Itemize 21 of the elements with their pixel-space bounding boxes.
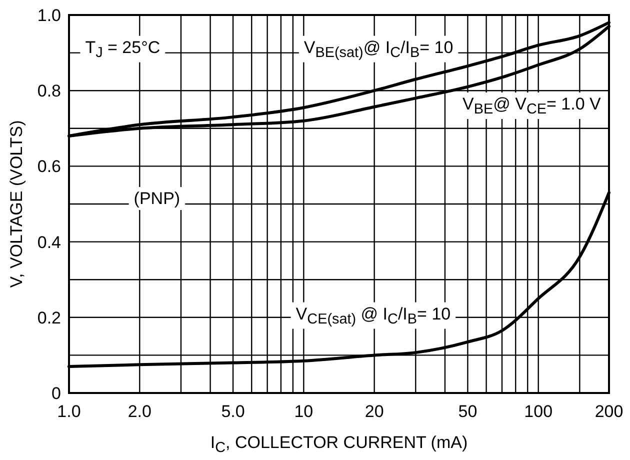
series-label: V$_{BE(sat)}$@ I$_{C}$/I$_{B}$= 10 bbox=[304, 38, 454, 60]
x-tick-label: 10 bbox=[294, 402, 314, 421]
y-tick-label: 0 bbox=[52, 384, 61, 403]
y-tick-label: 0.4 bbox=[37, 232, 61, 252]
y-tick-label: 0.6 bbox=[37, 157, 61, 176]
x-tick-label: 20 bbox=[364, 402, 384, 421]
y-tick-label: 1.0 bbox=[37, 6, 61, 25]
x-tick-label: 200 bbox=[594, 402, 624, 421]
x-tick-label: 100 bbox=[524, 402, 553, 421]
annotation: (PNP) bbox=[134, 189, 180, 208]
x-axis-title: I$_{C}$, COLLECTOR CURRENT (mA) bbox=[210, 433, 468, 456]
x-tick-label: 1.0 bbox=[57, 402, 81, 421]
annotation: T$_{J}$ = 25°C bbox=[85, 38, 160, 60]
x-tick-label: 2.0 bbox=[128, 402, 152, 421]
y-tick-label: 0.8 bbox=[37, 82, 61, 101]
y-tick-label: 0.2 bbox=[37, 308, 61, 328]
x-tick-label: 5.0 bbox=[221, 402, 245, 421]
series-label: V$_{CE(sat)}$ @ I$_{C}$/I$_{B}$= 10 bbox=[296, 304, 451, 327]
y-axis-title: V, VOLTAGE (VOLTS) bbox=[7, 120, 26, 288]
x-tick-label: 50 bbox=[458, 402, 478, 421]
series-label: V$_{BE}$@ V$_{CE}$= 1.0 V bbox=[462, 94, 602, 117]
